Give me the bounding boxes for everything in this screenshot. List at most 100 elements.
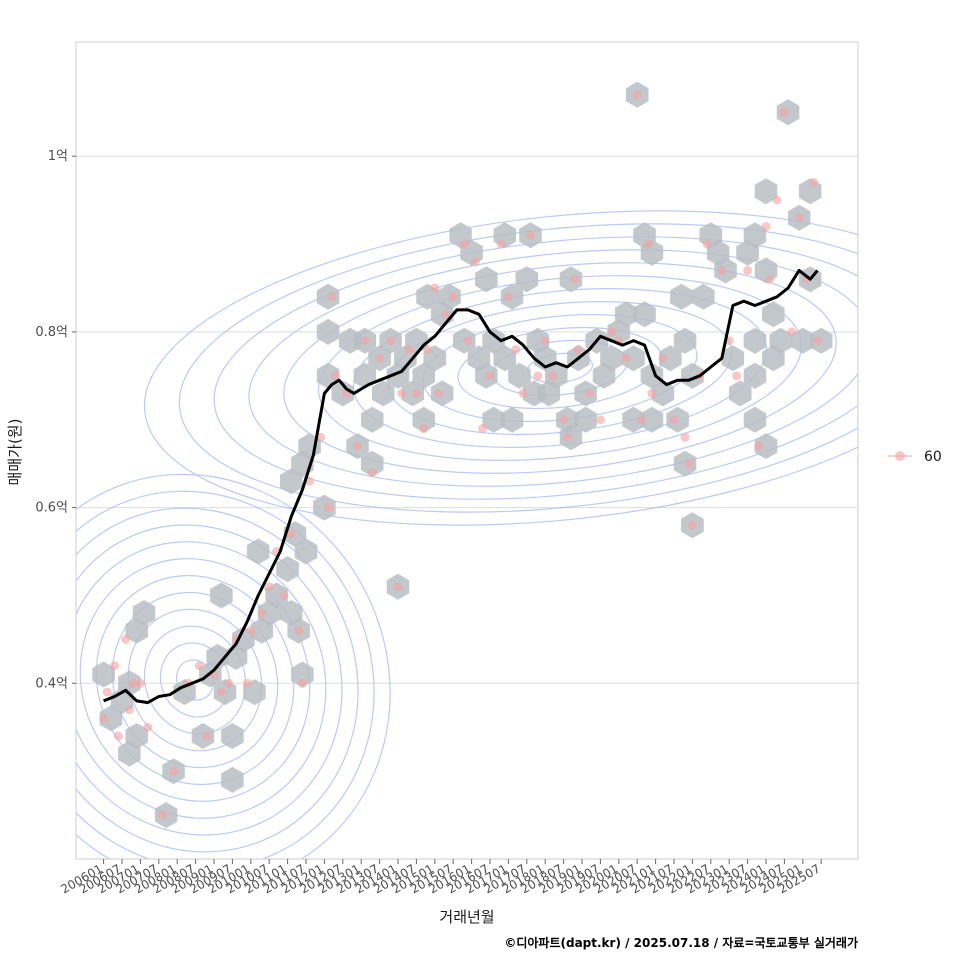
data-point [246,626,256,636]
hexbin-cell [475,266,498,293]
data-point [463,336,473,346]
data-point [772,195,782,205]
data-point [658,353,668,363]
data-point [397,388,407,398]
hexbin-cell [99,705,123,732]
data-point [761,221,771,231]
hexbin-cell [294,538,318,565]
data-point [128,678,138,688]
data-point [669,415,679,425]
hexbin-cell [500,406,524,433]
y-tick-label: 1억 [48,149,68,164]
data-point [794,213,804,223]
data-point [809,178,819,188]
data-point [135,678,145,688]
data-point [305,476,315,486]
trend-layer [103,268,819,705]
y-axis: 0.4억 0.6억 0.8억 1억 [35,149,76,691]
data-point [327,292,337,302]
density-contour [248,249,858,487]
data-point [647,388,657,398]
data-point [124,705,134,715]
data-point [584,388,594,398]
hexbin-cell [118,740,141,767]
data-point [422,344,432,354]
y-tick-label: 0.8억 [35,325,68,340]
density-contour [76,473,391,859]
hexbin-cell [614,301,638,328]
hexbin-cell [412,406,435,433]
hexbin-cell [412,362,435,389]
data-point [264,582,274,592]
hexbin-cell [640,406,664,433]
hexbin-cell [515,266,539,293]
data-point [430,283,440,293]
data-point [621,353,631,363]
density-contour [283,262,837,474]
hexbin-cell [791,327,815,354]
data-point [813,336,823,346]
data-point [636,415,646,425]
data-point [157,810,167,820]
data-point [330,371,340,381]
data-point [754,441,764,451]
hexbin-cell [769,327,792,354]
data-point [279,590,289,600]
data-point [113,731,123,741]
hexbin-cell [482,406,505,433]
data-point [323,503,333,513]
data-point [419,424,429,434]
data-point [787,327,797,337]
hexbin-cell [132,600,156,626]
hexbin-cell [743,327,767,354]
hexbin-cell [721,345,745,372]
caption: ©디아파트(dapt.kr) / 2025.07.18 / 자료=국토교통부 실… [504,935,858,950]
data-point [242,678,252,688]
data-point [110,661,120,671]
data-point [684,459,694,469]
hexbin-cell [361,406,384,433]
data-point [216,687,226,697]
hexbin-cell [221,723,244,749]
hexbin-cell [673,327,697,354]
data-point [511,344,521,354]
data-point [121,634,131,644]
hexbin-cell [659,345,682,372]
hexbin-cell [743,362,767,389]
legend: 60 [888,449,942,465]
hexbin-cell [246,538,270,565]
hexbin-cell [316,318,340,345]
density-contour [76,524,343,836]
data-point [779,107,789,117]
density-contour [76,507,359,853]
data-point [194,661,204,671]
data-point [632,90,642,100]
data-point [503,292,513,302]
hexbin-cell [743,222,767,249]
data-point [548,371,558,381]
hexbin-cell [210,582,233,609]
hexbin-cell [622,345,645,372]
data-point [525,230,535,240]
plot-frame [75,41,859,860]
density-contour [143,210,858,526]
data-point [224,678,234,688]
y-axis-title: 매매가(원) [6,419,24,486]
legend-label: 60 [924,449,942,465]
data-point [559,415,569,425]
hexbin-cell [92,661,115,688]
data-point [448,292,458,302]
data-point [687,520,697,530]
data-point [433,388,443,398]
hexbin-cell [280,468,303,495]
hexbin-cell [276,556,299,583]
hexbin-cell [600,345,623,372]
hexbin-cell [762,301,785,328]
data-point [765,274,775,284]
hexbin-cell [482,327,505,354]
data-point [606,327,616,337]
data-point [478,424,488,434]
data-point [375,353,385,363]
hexbin-cell [633,301,656,328]
